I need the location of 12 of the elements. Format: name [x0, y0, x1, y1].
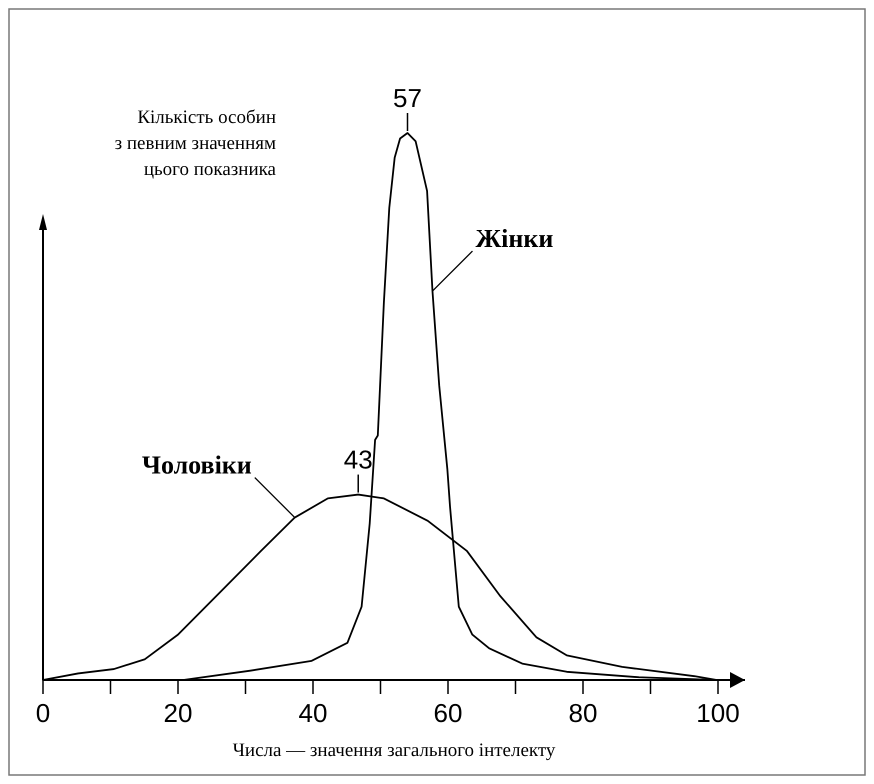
x-axis-title: Числа — значення загального інтелекту [232, 740, 556, 761]
annotation: 43 [344, 444, 373, 475]
x-tick-label: 40 [298, 698, 328, 728]
annotation: 57 [393, 83, 422, 113]
x-tick-label: 20 [164, 698, 192, 728]
x-tick-label: 0 [36, 698, 50, 728]
series-label: Жінки [475, 224, 554, 254]
text: Чоловіки [142, 450, 252, 480]
x-tick-label: 100 [696, 698, 740, 728]
x-tick-label: 60 [434, 698, 462, 728]
y-axis-title: Кількість особин з певним значенням цього показника [114, 107, 277, 180]
x-tick-label: 80 [568, 698, 598, 728]
